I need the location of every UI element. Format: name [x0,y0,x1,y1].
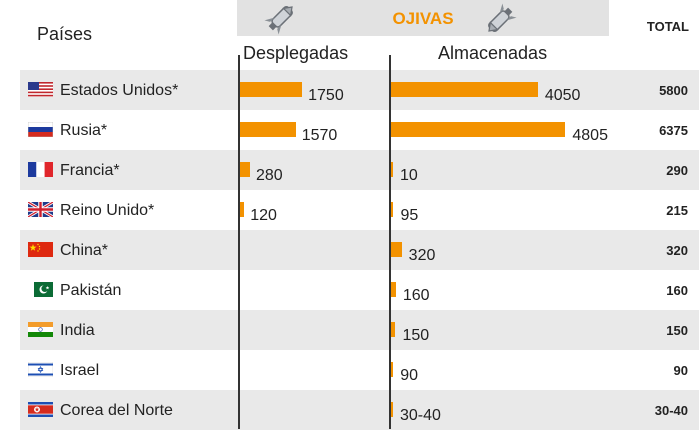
total-value: 6375 [659,123,688,138]
country-row: Estados Unidos* 1750 4050 5800 [20,70,699,110]
total-value: 320 [666,243,688,258]
stored-bar [390,122,566,137]
country-row: Francia* 280 10 290 [20,150,699,190]
stored-value-label: 150 [402,327,430,344]
deployed-value-label: 1570 [301,127,338,144]
country-label: China* [60,242,109,259]
country-label: Francia* [60,162,120,179]
uk-flag-icon [28,202,53,217]
deployed-column-header: Desplegadas [243,43,349,63]
country-label: Reino Unido* [60,202,155,219]
country-row: Reino Unido* 120 95 215 [20,190,699,230]
stored-bar [390,202,394,217]
russia-flag-icon [28,122,53,137]
country-label: India [60,322,95,339]
total-value: 5800 [659,83,688,98]
deployed-bar [240,122,296,137]
stored-bar [390,282,396,297]
pakistan-flag-icon [28,282,53,297]
stored-value-label: 10 [400,167,418,184]
stored-value-label: 4805 [572,127,608,144]
ojivas-label: OJIVAS [392,9,454,28]
china-flag-icon [28,242,53,257]
country-label: Corea del Norte [60,402,173,419]
india-flag-icon [28,322,53,337]
stored-value-label: 90 [400,367,419,384]
deployed-bar [240,202,245,217]
usa-flag-icon [28,82,53,97]
stored-bar [390,402,393,417]
israel-flag-icon [28,362,53,377]
stored-bar [390,322,396,337]
deployed-value-label: 120 [250,207,277,224]
country-row: Pakistán 160 160 [20,270,699,310]
stored-value-label: 320 [408,247,436,264]
total-value: 150 [666,323,688,338]
stored-value-label: 4050 [544,87,581,104]
ojivas-header-band: OJIVAS [237,0,609,36]
total-value: 90 [673,363,688,378]
deployed-value-label: 1750 [308,87,344,104]
north-korea-flag-icon [28,402,53,417]
stored-axis-line [389,55,391,429]
stored-bar [390,242,402,257]
country-row: Rusia* 1570 4805 6375 [20,110,699,150]
missile-icon-right [488,3,517,32]
countries-column-header: Países [37,24,93,44]
total-value: 290 [666,163,688,178]
country-label: Pakistán [60,282,122,299]
stored-value-label: 30-40 [400,407,441,424]
stored-value-label: 95 [400,207,419,224]
total-value: 160 [666,283,688,298]
country-label: Rusia* [60,122,108,139]
missile-icon-left [264,6,293,35]
country-rows: Estados Unidos* 1750 4050 5800 Rusia* 1570 480… [20,70,699,430]
total-column-header: TOTAL [646,19,689,34]
country-row: China* 320 320 [20,230,699,270]
stored-value-label: 160 [402,287,430,304]
stored-bar [390,162,393,177]
country-label: Israel [60,362,100,379]
deployed-bar [240,82,303,97]
stored-bar [390,82,538,97]
deployed-value-label: 280 [255,167,283,184]
total-value: 30-40 [654,403,688,418]
stored-column-header: Almacenadas [438,43,548,63]
country-row: Corea del Norte 30-40 30-40 [20,390,699,430]
country-row: Israel 90 90 [20,350,699,390]
stored-bar [390,362,394,377]
deployed-axis-line [238,55,240,429]
country-label: Estados Unidos* [60,82,179,99]
country-row: India 150 150 [20,310,699,350]
total-value: 215 [666,203,688,218]
deployed-bar [240,162,250,177]
france-flag-icon [28,162,53,177]
